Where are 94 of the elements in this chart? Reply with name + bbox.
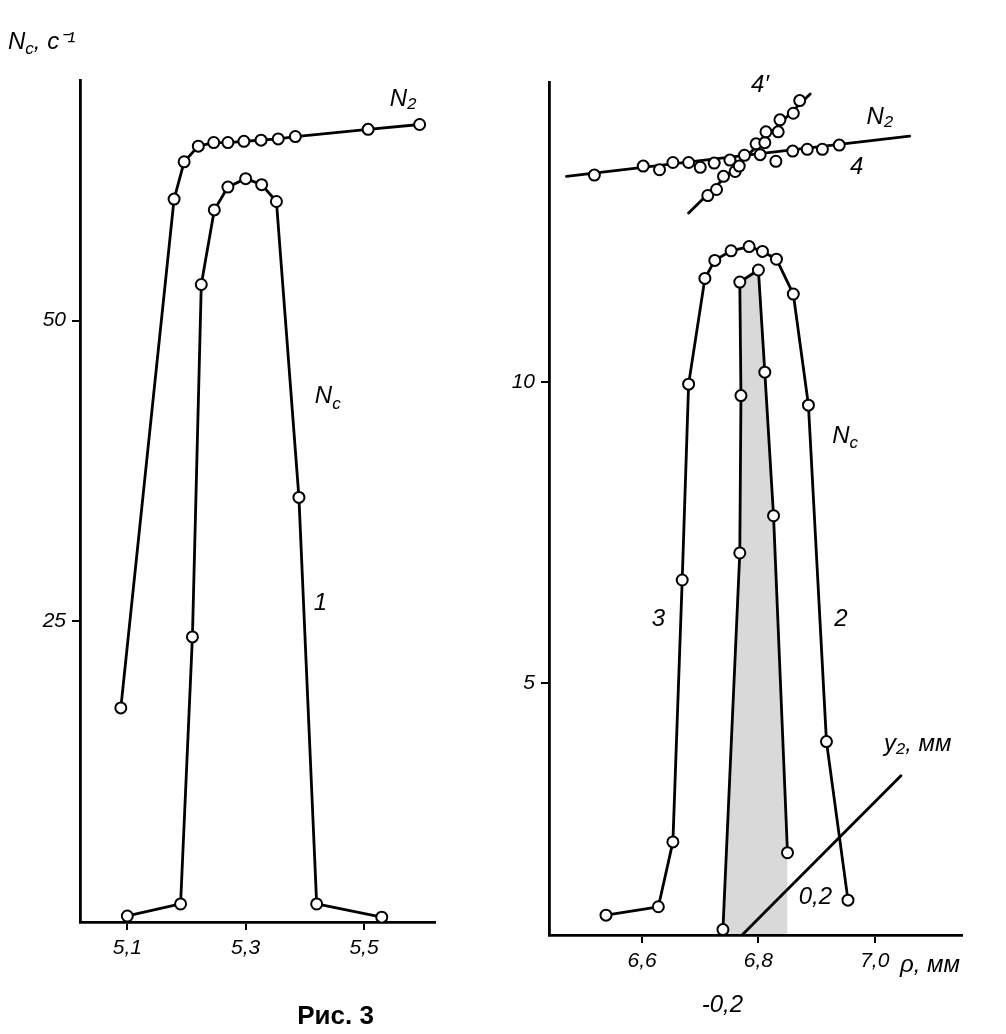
annotation: 4′ [751, 70, 771, 98]
point [666, 835, 680, 849]
point [815, 142, 829, 156]
point [723, 153, 737, 167]
point [221, 136, 235, 150]
point [769, 252, 783, 266]
point [194, 277, 208, 291]
point [786, 144, 800, 158]
point [742, 240, 756, 254]
annotation: 4 [850, 151, 864, 179]
point [767, 509, 781, 523]
point [771, 125, 785, 139]
point [751, 263, 765, 277]
annotation: N₂ [389, 84, 417, 112]
annotation: 3 [651, 604, 666, 632]
point [666, 155, 680, 169]
point [682, 155, 696, 169]
annotation: N₂ [866, 102, 894, 130]
point [707, 156, 721, 170]
point [174, 897, 188, 911]
point [682, 377, 696, 391]
point [734, 389, 748, 403]
point [800, 142, 814, 156]
point [239, 172, 253, 186]
point [221, 180, 235, 194]
point [733, 546, 747, 560]
text: -0,2 [701, 989, 744, 1017]
point [653, 163, 667, 177]
point [701, 189, 715, 203]
text: Рис. 3 [297, 1000, 374, 1031]
point [758, 365, 772, 379]
point [310, 897, 324, 911]
point [716, 923, 730, 935]
y-tick-label: 10 [511, 369, 536, 393]
x-tick-label: 5,5 [349, 935, 379, 959]
point [755, 244, 769, 258]
x-tick-label: 6,6 [627, 948, 657, 972]
point [587, 168, 601, 182]
annotation: 1 [313, 587, 328, 615]
point [698, 271, 712, 285]
point [724, 244, 738, 258]
point [786, 106, 800, 120]
point [120, 909, 134, 922]
point [733, 275, 747, 289]
point [675, 573, 689, 587]
y-tick-label: 25 [41, 608, 67, 632]
point [288, 130, 302, 144]
point [819, 735, 833, 749]
annotation: 0,2 [798, 882, 833, 910]
point [693, 160, 707, 174]
point [832, 138, 846, 152]
point [167, 192, 181, 206]
x-tick-label: 7,0 [860, 948, 890, 972]
point [732, 159, 746, 173]
point [710, 183, 724, 197]
point [636, 159, 650, 173]
point [801, 398, 815, 412]
point [717, 169, 731, 183]
y-tick-label: 5 [523, 669, 536, 693]
point [207, 136, 221, 150]
point [786, 287, 800, 301]
point [780, 846, 794, 860]
x-axis-title: ρ, мм [899, 949, 960, 977]
point [269, 194, 283, 208]
point [841, 893, 855, 907]
point [191, 139, 205, 153]
point [737, 148, 751, 162]
point [651, 900, 665, 914]
point [375, 910, 389, 922]
point [114, 701, 128, 715]
point [207, 203, 221, 217]
point [759, 125, 773, 139]
point [769, 154, 783, 168]
point [185, 630, 199, 644]
point [793, 94, 807, 108]
point [255, 178, 269, 192]
point [237, 134, 251, 148]
point [177, 155, 191, 169]
point [292, 490, 306, 504]
x-tick-label: 5,3 [231, 935, 261, 959]
x-tick-label: 6,8 [743, 948, 774, 972]
point [254, 133, 268, 147]
point [753, 148, 767, 162]
x-tick-label: 5,1 [112, 935, 142, 959]
point [413, 118, 427, 132]
point [271, 132, 285, 146]
annotation: 2 [833, 604, 848, 632]
point [758, 136, 772, 150]
annotation: y₂, мм [882, 729, 952, 757]
point [773, 113, 787, 127]
point [361, 122, 375, 136]
point [708, 253, 722, 267]
y-tick-label: 50 [42, 307, 67, 331]
point [599, 908, 613, 922]
